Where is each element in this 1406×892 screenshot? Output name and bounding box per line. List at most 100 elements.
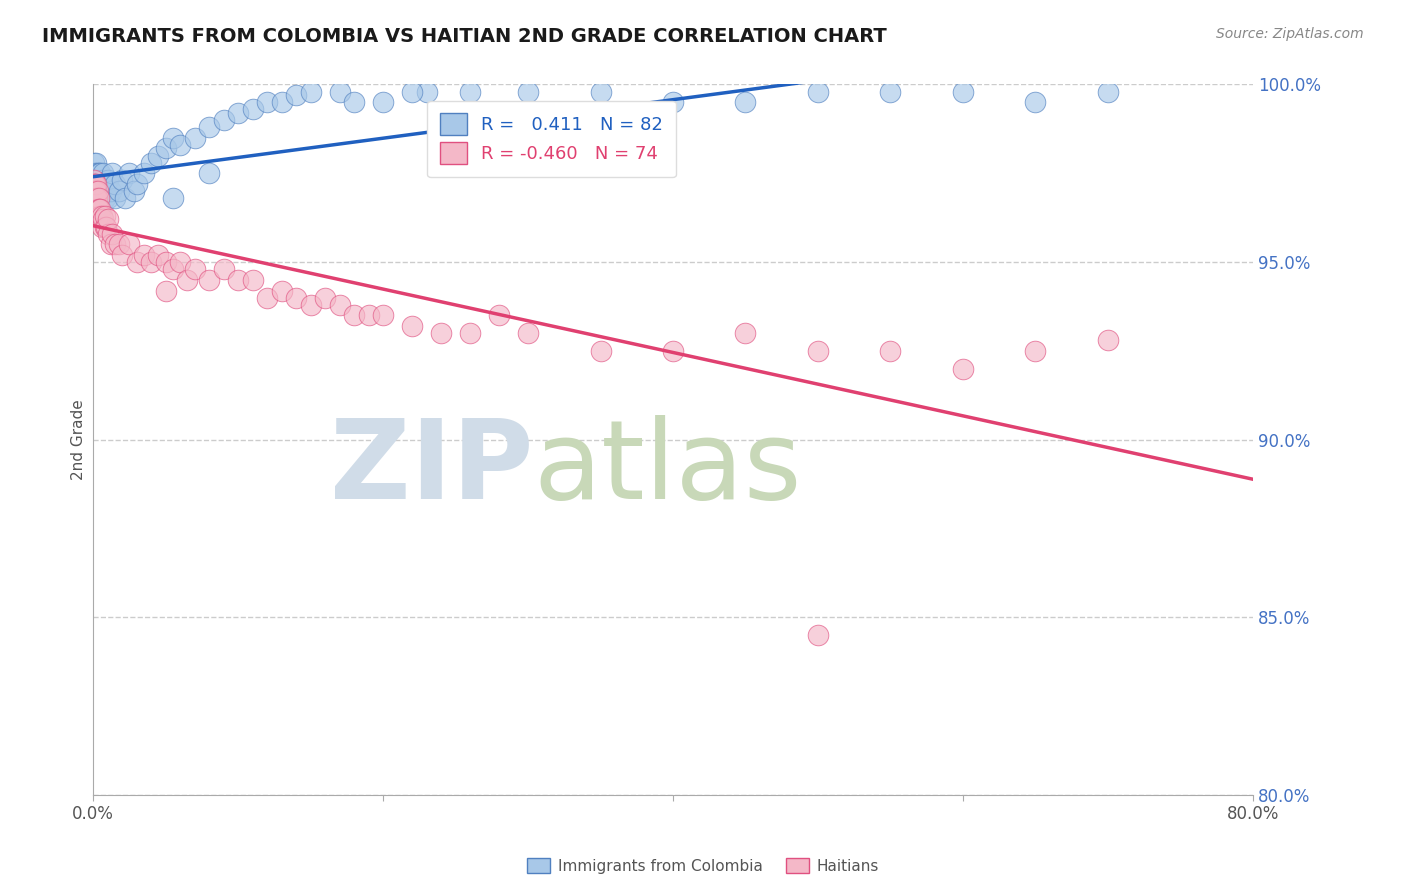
Point [89, 202, 111, 216]
Point [83, 184, 105, 198]
Point [1097, 333, 1119, 347]
Point [83, 191, 105, 205]
Point [132, 248, 155, 262]
Point [90, 219, 112, 234]
Point [148, 148, 170, 162]
Point [86, 177, 108, 191]
Point [162, 262, 184, 277]
Point [226, 106, 249, 120]
Point [148, 248, 170, 262]
Point [84, 177, 107, 191]
Point [83, 166, 105, 180]
Point [1024, 343, 1046, 358]
Point [84, 202, 107, 216]
Point [83, 184, 105, 198]
Point [807, 628, 830, 642]
Point [84, 191, 107, 205]
Point [91, 177, 114, 191]
Point [1024, 95, 1046, 110]
Point [91, 212, 114, 227]
Point [84, 191, 107, 205]
Point [104, 237, 127, 252]
Point [94, 209, 117, 223]
Point [256, 95, 278, 110]
Point [83, 177, 105, 191]
Point [212, 262, 235, 277]
Point [807, 343, 830, 358]
Point [83, 191, 105, 205]
Point [84, 202, 107, 216]
Point [83, 184, 105, 198]
Point [94, 191, 117, 205]
Point [87, 191, 110, 205]
Point [86, 184, 108, 198]
Point [299, 298, 322, 312]
Point [242, 103, 264, 117]
Point [86, 191, 108, 205]
Point [357, 309, 380, 323]
Point [87, 209, 110, 223]
Point [83, 173, 105, 187]
Point [84, 191, 107, 205]
Point [122, 184, 145, 198]
Text: ZIP: ZIP [330, 415, 534, 522]
Point [84, 184, 107, 198]
Point [183, 130, 205, 145]
Point [84, 184, 107, 198]
Point [87, 202, 110, 216]
Point [89, 209, 111, 223]
Point [97, 227, 120, 241]
Point [155, 255, 177, 269]
Point [83, 177, 105, 191]
Point [84, 191, 107, 205]
Point [100, 237, 122, 252]
Point [401, 85, 423, 99]
Point [589, 343, 612, 358]
Point [86, 184, 108, 198]
Point [111, 248, 134, 262]
Point [183, 262, 205, 277]
Point [517, 326, 540, 340]
Point [371, 95, 394, 110]
Point [952, 85, 974, 99]
Point [212, 112, 235, 127]
Point [807, 85, 830, 99]
Point [83, 202, 105, 216]
Point [125, 255, 148, 269]
Point [256, 291, 278, 305]
Point [96, 219, 118, 234]
Point [125, 177, 148, 191]
Point [96, 177, 118, 191]
Point [83, 173, 105, 187]
Point [87, 191, 110, 205]
Point [1097, 85, 1119, 99]
Point [87, 166, 110, 180]
Point [83, 202, 105, 216]
Point [162, 191, 184, 205]
Point [879, 85, 901, 99]
Point [97, 212, 120, 227]
Point [589, 85, 612, 99]
Point [83, 155, 105, 169]
Point [401, 319, 423, 334]
Point [169, 137, 191, 152]
Point [86, 202, 108, 216]
Point [104, 177, 127, 191]
Point [89, 177, 111, 191]
Point [734, 326, 756, 340]
Text: Source: ZipAtlas.com: Source: ZipAtlas.com [1216, 27, 1364, 41]
Point [662, 343, 685, 358]
Point [371, 309, 394, 323]
Point [108, 237, 131, 252]
Point [83, 184, 105, 198]
Point [101, 227, 124, 241]
Point [458, 85, 481, 99]
Point [111, 173, 134, 187]
Point [141, 155, 163, 169]
Point [198, 166, 221, 180]
Point [242, 273, 264, 287]
Point [83, 166, 105, 180]
Point [87, 202, 110, 216]
Point [270, 95, 292, 110]
Point [141, 255, 163, 269]
